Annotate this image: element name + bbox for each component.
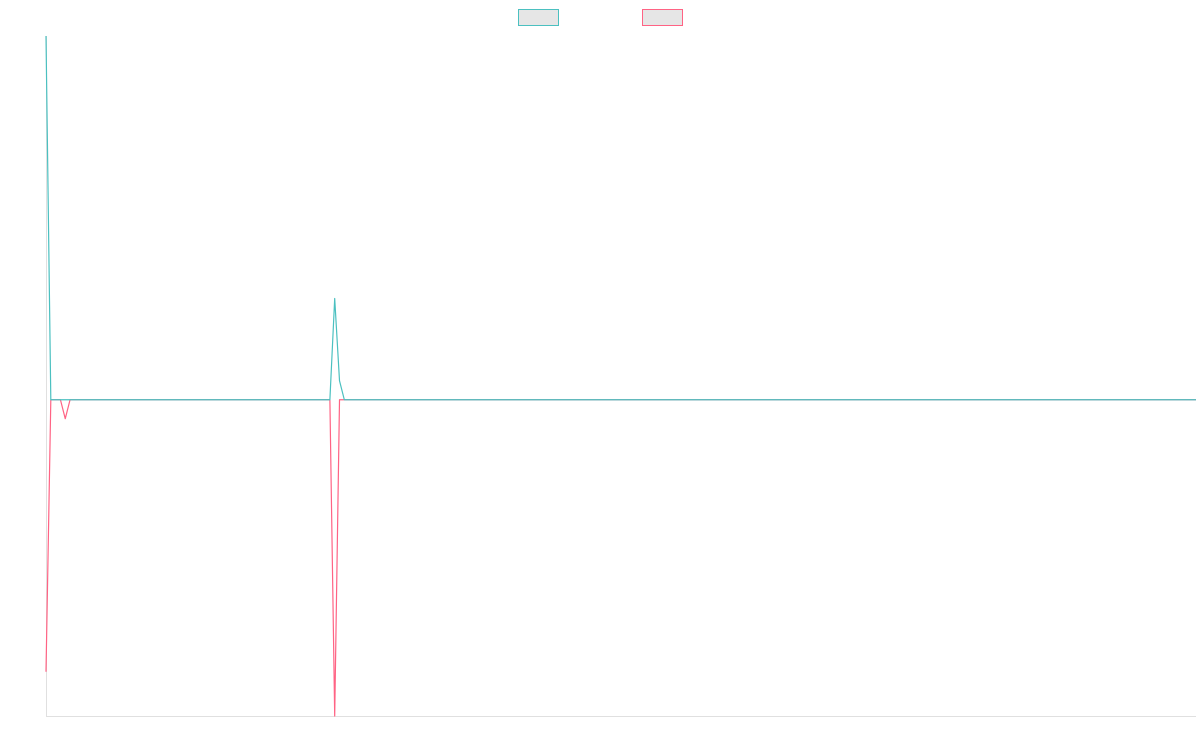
plot-area	[45, 35, 1196, 717]
series-line-1	[45, 35, 1196, 401]
axes	[46, 36, 1196, 717]
legend[interactable]	[518, 9, 683, 26]
legend-item-1[interactable]	[518, 9, 559, 26]
legend-item-2[interactable]	[642, 9, 683, 26]
series-line-2	[45, 399, 1196, 717]
legend-swatch-1	[518, 9, 559, 26]
legend-swatch-2	[642, 9, 683, 26]
